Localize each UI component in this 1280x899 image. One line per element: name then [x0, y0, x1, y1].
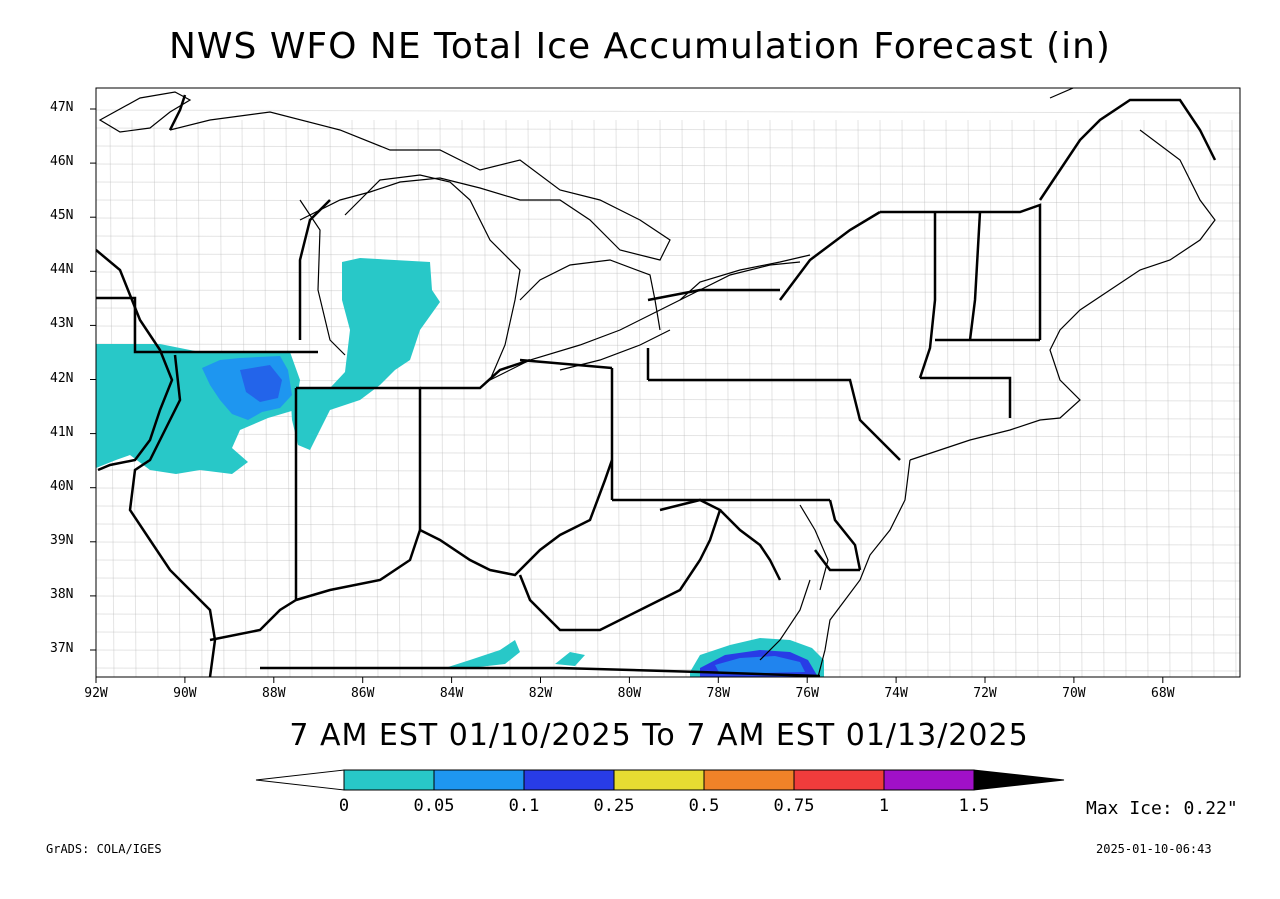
ice-area-kentucky-spot [445, 640, 520, 668]
lon-label: 70W [1062, 686, 1086, 701]
lat-label: 40N [50, 478, 74, 494]
ice-area-wv-spot [555, 652, 585, 666]
lon-label: 76W [795, 686, 819, 701]
ice-area-chicago-core [240, 365, 282, 402]
state-boundaries [96, 94, 1217, 677]
colorbar-low-arrow [255, 769, 345, 791]
lon-label: 78W [706, 686, 731, 701]
lon-label: 82W [528, 686, 553, 701]
lon-label: 90W [173, 686, 197, 701]
colorbar-segment [613, 769, 705, 791]
lat-label: 42N [50, 370, 74, 386]
colorbar-label: 0.75 [773, 796, 815, 816]
lat-label: 43N [50, 316, 74, 332]
lon-label: 80W [617, 686, 642, 701]
colorbar-label: 0.05 [413, 796, 455, 816]
colorbar-segment [793, 769, 885, 791]
colorbar-label: 0.1 [508, 796, 540, 816]
lat-label: 38N [50, 586, 74, 602]
lon-label: 88W [262, 686, 286, 701]
lon-label: 72W [973, 686, 997, 701]
lat-label: 39N [50, 532, 74, 548]
colorbar-segment [343, 769, 435, 791]
lat-label: 45N [50, 208, 74, 224]
colorbar-label: 0 [338, 796, 350, 816]
colorbar-segment [703, 769, 795, 791]
valid-period: 7 AM EST 01/10/2025 To 7 AM EST 01/13/20… [289, 718, 1029, 753]
lat-label: 44N [50, 262, 74, 278]
lat-label: 37N [50, 641, 74, 656]
colorbar-segment [883, 769, 975, 791]
colorbar-label: 0.25 [593, 796, 635, 816]
ice-area-virginia-mid [715, 656, 805, 674]
lat-label: 46N [50, 154, 74, 170]
colorbar-label: 0.5 [688, 796, 720, 816]
lon-label: 74W [884, 686, 908, 701]
colorbar-high-arrow [973, 769, 1065, 791]
ice-area-indiana-michigan [290, 258, 440, 450]
timestamp: 2025-01-10-06:43 [1096, 842, 1212, 856]
colorbar-segment [523, 769, 615, 791]
colorbar [255, 769, 1065, 791]
max-ice-label: Max Ice: 0.22" [1086, 798, 1238, 819]
grads-credit: GrADS: COLA/IGES [46, 842, 162, 856]
lon-label: 86W [350, 686, 375, 701]
map-frame [95, 87, 1241, 678]
lat-label: 41N [50, 424, 74, 440]
colorbar-label: 1 [878, 796, 890, 816]
lon-label: 68W [1151, 686, 1175, 701]
lon-label: 92W [84, 686, 108, 701]
lon-label: 84W [439, 686, 464, 701]
lat-label: 47N [50, 100, 74, 115]
colorbar-segment [433, 769, 525, 791]
colorbar-label: 1.5 [958, 796, 990, 816]
map-title: NWS WFO NE Total Ice Accumulation Foreca… [169, 26, 1111, 67]
